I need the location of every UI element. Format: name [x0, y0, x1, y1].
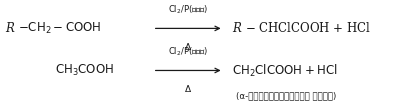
Text: R: R — [5, 22, 14, 35]
Text: (α-क्लोरोएसीटिक अम्ल): (α-क्लोरोएसीटिक अम्ल) — [236, 92, 336, 101]
Text: $\mathrm{CH_3COOH}$: $\mathrm{CH_3COOH}$ — [55, 63, 114, 78]
Text: $-$ CHClCOOH $+$ HCl: $-$ CHClCOOH $+$ HCl — [245, 21, 371, 35]
Text: $\Delta$: $\Delta$ — [184, 41, 192, 52]
Text: Cl$_2$/P(लाल): Cl$_2$/P(लाल) — [168, 46, 209, 58]
Text: $\Delta$: $\Delta$ — [184, 83, 192, 94]
Text: Cl$_2$/P(लाल): Cl$_2$/P(लाल) — [168, 4, 209, 16]
Text: $-\mathrm{CH_2}-\mathrm{COOH}$: $-\mathrm{CH_2}-\mathrm{COOH}$ — [18, 21, 102, 36]
Text: $\mathrm{CH_2ClCOOH + HCl}$: $\mathrm{CH_2ClCOOH + HCl}$ — [232, 62, 337, 79]
Text: R: R — [232, 22, 241, 35]
